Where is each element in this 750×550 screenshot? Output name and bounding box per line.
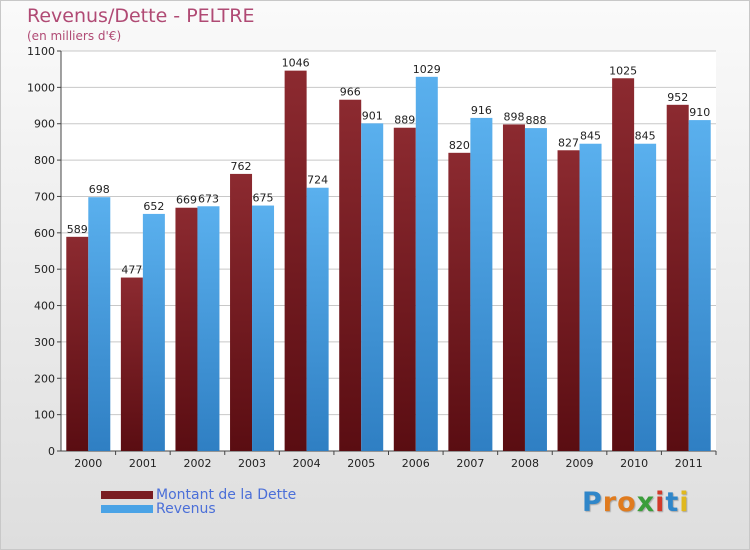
logo-letter: i xyxy=(679,487,690,518)
data-label-dette: 827 xyxy=(558,136,579,149)
bar-revenus xyxy=(688,120,711,451)
bar-dette xyxy=(502,124,525,452)
legend-item-revenus: Revenus xyxy=(101,501,216,517)
bar-dette xyxy=(612,78,635,451)
x-tick-label: 2006 xyxy=(402,457,430,470)
bar-revenus xyxy=(88,197,111,451)
chart-subtitle: (en milliers d'€) xyxy=(27,29,122,43)
chart-title: Revenus/Dette - PELTRE xyxy=(27,5,255,27)
data-label-revenus: 673 xyxy=(198,192,219,205)
bar-dette xyxy=(175,207,198,451)
y-tick-label: 200 xyxy=(34,372,55,385)
x-tick-label: 2004 xyxy=(293,457,321,470)
x-tick-label: 2005 xyxy=(347,457,375,470)
y-tick-label: 0 xyxy=(48,445,55,458)
data-label-dette: 1046 xyxy=(282,57,310,70)
bar-revenus xyxy=(634,143,657,451)
data-label-dette: 1025 xyxy=(609,64,637,77)
y-tick-label: 100 xyxy=(34,409,55,422)
bar-dette xyxy=(393,127,416,452)
y-tick-label: 400 xyxy=(34,300,55,313)
data-label-revenus: 845 xyxy=(580,130,601,143)
bar-dette xyxy=(120,277,143,451)
data-label-revenus: 1029 xyxy=(413,63,441,76)
y-tick-label: 700 xyxy=(34,190,55,203)
data-label-dette: 898 xyxy=(503,110,524,123)
data-label-dette: 966 xyxy=(340,86,361,99)
bar-revenus xyxy=(579,143,602,451)
bar-dette xyxy=(448,152,471,451)
legend-label-revenus: Revenus xyxy=(156,501,216,517)
data-label-revenus: 675 xyxy=(253,192,274,205)
legend-swatch-revenus xyxy=(101,505,153,513)
bar-revenus xyxy=(142,213,165,451)
data-label-dette: 952 xyxy=(667,91,688,104)
y-tick-label: 800 xyxy=(34,154,55,167)
bar-revenus xyxy=(470,117,493,451)
x-tick-label: 2001 xyxy=(129,457,157,470)
legend-label-dette: Montant de la Dette xyxy=(156,487,297,503)
data-label-revenus: 910 xyxy=(689,106,710,119)
data-label-dette: 589 xyxy=(67,223,88,236)
bar-dette xyxy=(230,173,253,451)
logo-letter: i xyxy=(655,487,666,518)
proxiti-logo: Proxiti xyxy=(582,487,690,518)
bar-dette xyxy=(339,99,362,452)
data-label-dette: 820 xyxy=(449,139,470,152)
y-tick-label: 600 xyxy=(34,227,55,240)
data-label-revenus: 888 xyxy=(525,114,546,127)
x-tick-label: 2007 xyxy=(456,457,484,470)
x-tick-label: 2008 xyxy=(511,457,539,470)
bar-revenus xyxy=(197,206,220,451)
data-label-dette: 889 xyxy=(394,114,415,127)
legend-swatch-dette xyxy=(101,491,153,499)
bar-revenus xyxy=(306,187,329,451)
data-label-revenus: 698 xyxy=(89,183,110,196)
y-tick-label: 900 xyxy=(34,118,55,131)
y-tick-label: 1000 xyxy=(27,81,55,94)
x-tick-label: 2010 xyxy=(620,457,648,470)
x-tick-label: 2003 xyxy=(238,457,266,470)
y-tick-label: 300 xyxy=(34,336,55,349)
logo-letter: o xyxy=(617,487,637,518)
data-label-dette: 477 xyxy=(121,264,142,277)
logo-letter: P xyxy=(582,487,603,518)
bar-dette xyxy=(284,70,307,452)
bar-revenus xyxy=(361,123,384,451)
x-tick-label: 2009 xyxy=(566,457,594,470)
data-label-revenus: 652 xyxy=(143,200,164,213)
bar-dette xyxy=(666,104,689,452)
data-label-dette: 762 xyxy=(231,160,252,173)
data-label-dette: 669 xyxy=(176,194,197,207)
y-tick-label: 1100 xyxy=(27,45,55,58)
data-label-revenus: 916 xyxy=(471,104,492,117)
bar-dette xyxy=(557,150,580,452)
bar-revenus xyxy=(524,128,547,451)
x-tick-label: 2002 xyxy=(183,457,211,470)
logo-letter: t xyxy=(665,487,680,518)
x-tick-label: 2011 xyxy=(675,457,703,470)
bar-revenus xyxy=(252,205,275,451)
bar-dette xyxy=(66,236,89,451)
logo-letter: x xyxy=(636,487,656,518)
plot-area xyxy=(61,51,716,451)
x-tick-label: 2000 xyxy=(74,457,102,470)
data-label-revenus: 724 xyxy=(307,174,328,187)
bar-revenus xyxy=(415,76,438,452)
data-label-revenus: 845 xyxy=(635,130,656,143)
y-tick-label: 500 xyxy=(34,263,55,276)
data-label-revenus: 901 xyxy=(362,109,383,122)
logo-letter: r xyxy=(602,487,618,518)
legend-item-dette: Montant de la Dette xyxy=(101,487,297,503)
